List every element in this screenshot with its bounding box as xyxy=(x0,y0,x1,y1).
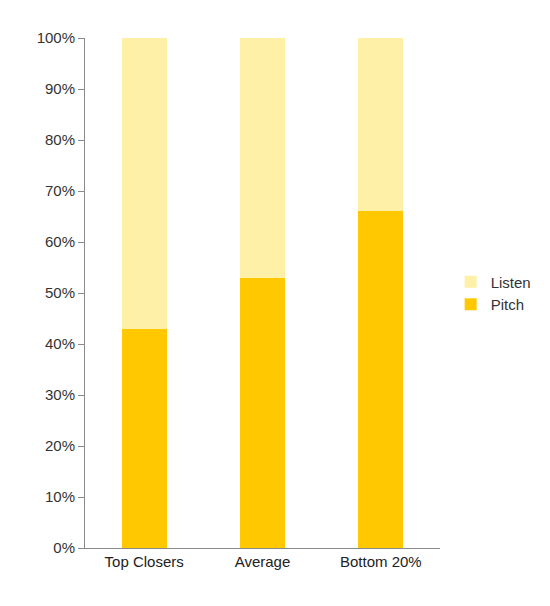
svg-text:Listen: Listen xyxy=(491,274,531,291)
svg-text:100%: 100% xyxy=(37,29,75,46)
svg-text:80%: 80% xyxy=(45,131,75,148)
svg-text:0%: 0% xyxy=(53,539,75,556)
svg-text:Top Closers: Top Closers xyxy=(105,553,184,570)
svg-text:90%: 90% xyxy=(45,80,75,97)
svg-text:60%: 60% xyxy=(45,233,75,250)
svg-text:Average: Average xyxy=(235,553,291,570)
svg-text:Pitch: Pitch xyxy=(491,296,524,313)
svg-text:20%: 20% xyxy=(45,437,75,454)
svg-text:40%: 40% xyxy=(45,335,75,352)
svg-text:50%: 50% xyxy=(45,284,75,301)
svg-text:70%: 70% xyxy=(45,182,75,199)
svg-text:30%: 30% xyxy=(45,386,75,403)
svg-text:Bottom 20%: Bottom 20% xyxy=(340,553,422,570)
svg-text:10%: 10% xyxy=(45,488,75,505)
